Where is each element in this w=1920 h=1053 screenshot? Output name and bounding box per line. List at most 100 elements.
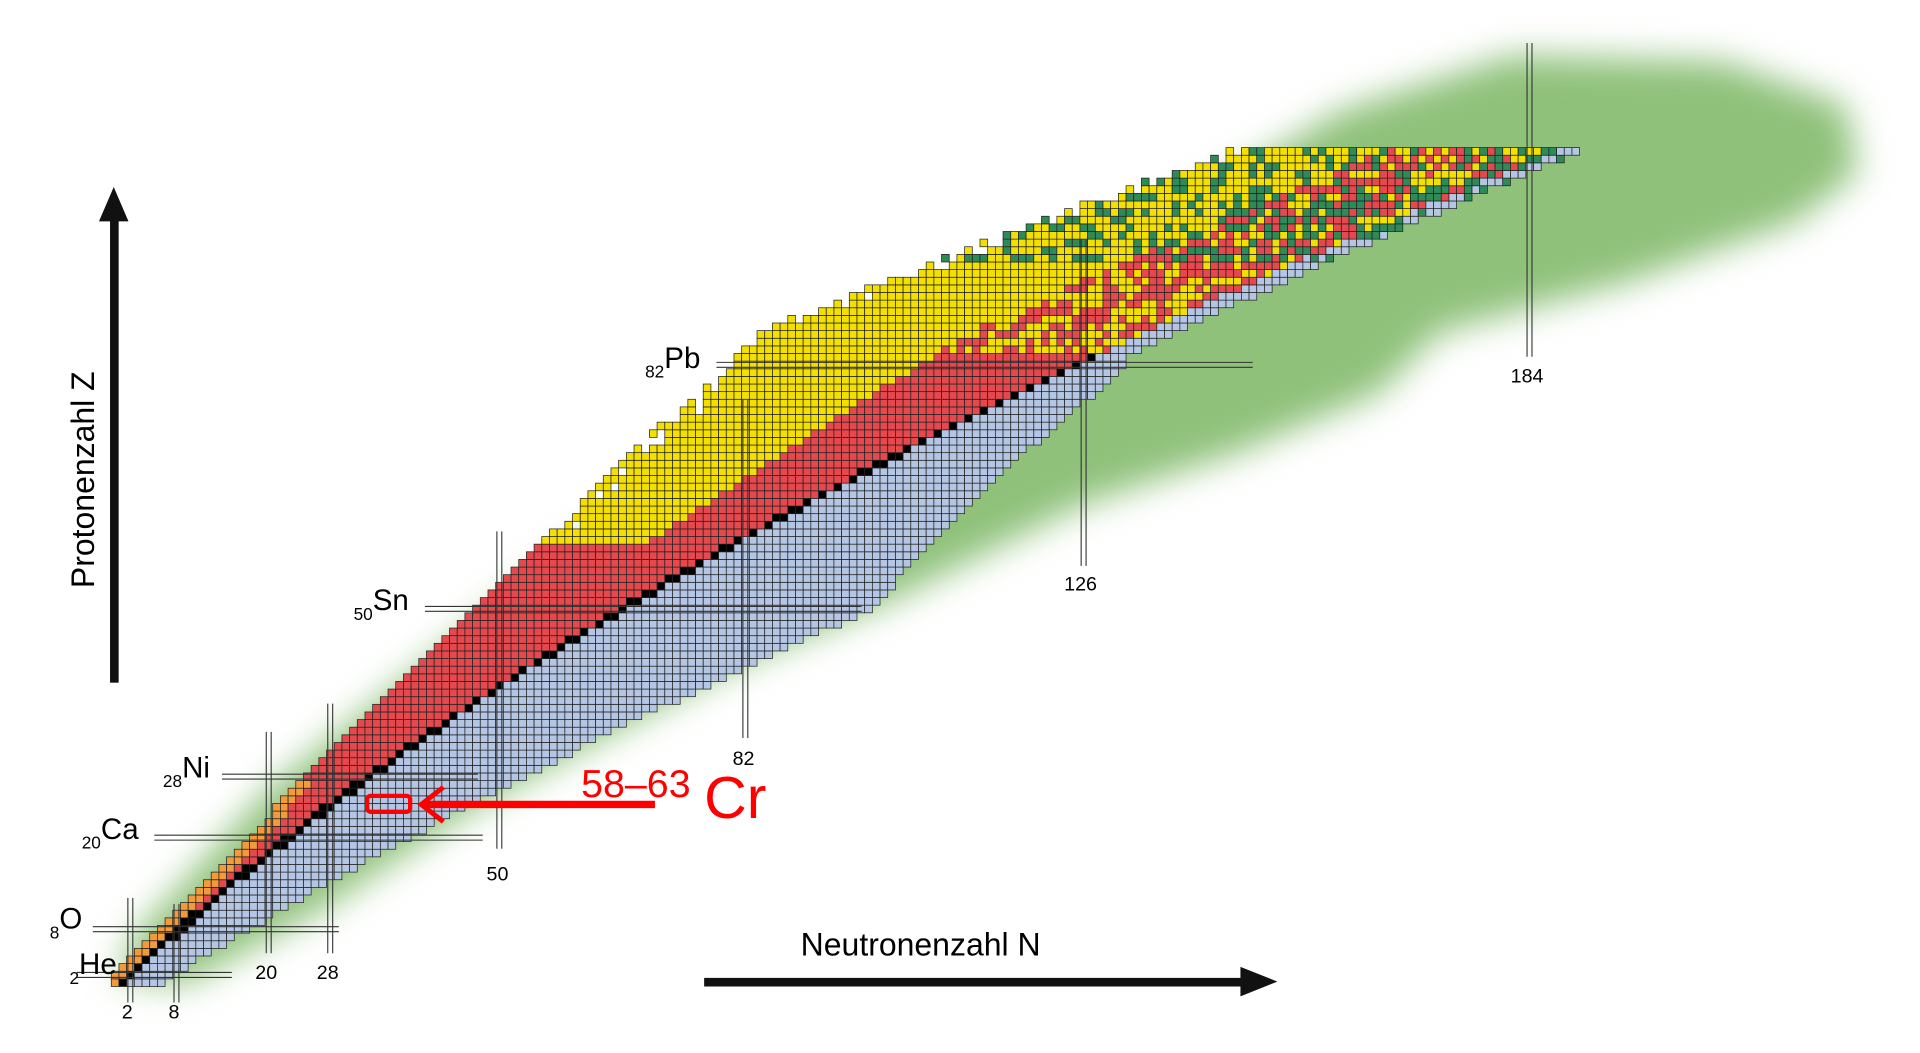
nuclide-cell: [1041, 322, 1050, 332]
nuclide-cell: [1141, 261, 1150, 270]
nuclide-cell: [1179, 215, 1188, 225]
nuclide-cell: [672, 551, 681, 560]
nuclide-cell: [1002, 345, 1012, 354]
nuclide-cell: [1033, 307, 1042, 316]
nuclide-cell: [1010, 345, 1019, 354]
nuclide-cell: [1387, 200, 1396, 209]
nuclide-cell: [787, 627, 796, 637]
nuclide-cell: [856, 383, 866, 393]
nuclide-cell: [818, 337, 827, 347]
nuclide-cell: [1202, 177, 1211, 187]
nuclide-cell: [572, 726, 581, 736]
nuclide-cell: [249, 894, 258, 903]
nuclide-cell: [1248, 246, 1258, 255]
nuclide-cell: [1371, 231, 1381, 240]
nuclide-cell: [441, 681, 450, 690]
nuclide-cell: [895, 376, 904, 385]
nuclide-cell: [956, 414, 965, 423]
nuclide-cell: [1141, 208, 1150, 217]
nuclide-cell: [1302, 192, 1311, 202]
nuclide-cell: [871, 421, 881, 431]
nuclide-cell: [1264, 238, 1273, 248]
nuclide-cell: [848, 414, 858, 423]
nuclide-cell: [833, 391, 842, 400]
nuclide-cell: [756, 345, 766, 354]
nuclide-cell: [602, 726, 612, 736]
nuclide-cell: [1356, 208, 1365, 217]
nuclide-cell: [418, 780, 427, 789]
nuclide-cell: [579, 696, 589, 705]
nuclide-cell: [1310, 254, 1319, 263]
nuclide-cell: [756, 414, 766, 423]
nuclide-cell: [410, 749, 420, 759]
nuclide-cell: [933, 520, 942, 530]
nuclide-cell: [572, 696, 581, 705]
nuclide-cell: [779, 482, 789, 492]
nuclide-cell: [910, 490, 919, 499]
nuclide-cell: [833, 612, 842, 621]
nuclide-cell: [1417, 170, 1427, 179]
nuclide-cell: [549, 681, 558, 690]
nuclide-cell: [441, 742, 450, 751]
nuclide-cell: [848, 322, 858, 332]
nuclide-cell: [925, 398, 935, 408]
nuclide-cell: [1379, 208, 1388, 217]
nuclide-cell: [902, 513, 912, 522]
nuclide-cell: [933, 269, 942, 278]
nuclide-cell: [641, 505, 650, 515]
nuclide-cell: [403, 719, 412, 728]
nuclide-cell: [679, 437, 689, 446]
nuclide-cell: [579, 726, 589, 736]
nuclide-cell: [1302, 162, 1311, 171]
nuclide-cell: [533, 581, 543, 591]
nuclide-cell: [403, 726, 412, 736]
nuclide-cell: [1056, 376, 1065, 385]
nuclide-cell: [1071, 307, 1081, 316]
nuclide-cell: [449, 642, 458, 652]
nuclide-cell: [687, 513, 696, 522]
nuclide-cell: [510, 574, 520, 583]
nuclide-cell: [902, 330, 912, 339]
nuclide-cell: [579, 711, 589, 720]
nuclide-cell: [795, 551, 804, 560]
nuclide-cell: [1033, 315, 1042, 324]
nuclide-cell: [1317, 238, 1327, 248]
nuclide-cell: [1156, 177, 1165, 187]
nuclide-cell: [579, 665, 589, 675]
nuclide-cell: [664, 665, 673, 675]
nuclide-cell: [956, 498, 965, 507]
nuclide-cell: [664, 612, 673, 621]
nuclide-cell: [256, 871, 266, 881]
nuclide-cell: [395, 703, 404, 713]
nuclide-cell: [564, 665, 573, 675]
nuclide-cell: [1056, 315, 1065, 324]
nuclide-cell: [1371, 154, 1381, 164]
nuclide-cell: [1110, 299, 1119, 309]
nuclide-cell: [280, 871, 289, 881]
nuclide-cell: [1310, 223, 1319, 232]
nuclide-cell: [572, 635, 581, 644]
nuclide-cell: [964, 307, 973, 316]
nuclide-cell: [433, 711, 443, 720]
nuclide-cell: [971, 391, 981, 400]
nuclide-cell: [625, 650, 635, 659]
nuclide-cell: [1041, 284, 1050, 293]
nuclide-cell: [779, 437, 789, 446]
nuclide-cell: [1110, 261, 1119, 270]
nuclide-cell: [1271, 170, 1281, 179]
nuclide-cell: [1110, 246, 1119, 255]
nuclide-cell: [810, 551, 819, 560]
nuclide-cell: [725, 543, 735, 553]
nuclide-cell: [1448, 147, 1458, 156]
nuclide-cell: [502, 681, 512, 690]
nuclide-cell: [649, 681, 658, 690]
nuclide-cell: [526, 589, 535, 598]
nuclide-cell: [841, 482, 850, 492]
nuclide-cell: [1087, 246, 1096, 255]
nuclide-cell: [725, 429, 735, 438]
nuclide-cell: [1102, 292, 1112, 301]
nuclide-cell: [1025, 383, 1035, 393]
nuclide-cell: [1225, 261, 1235, 270]
nuclide-cell: [702, 665, 712, 675]
nuclide-cell: [426, 696, 435, 705]
